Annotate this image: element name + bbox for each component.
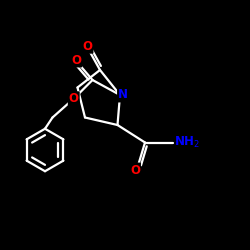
Text: O: O [82,40,92,53]
Text: O: O [69,92,79,105]
Text: O: O [130,164,140,176]
Text: NH$_2$: NH$_2$ [174,134,200,150]
Text: O: O [71,54,81,66]
Text: N: N [118,88,128,102]
